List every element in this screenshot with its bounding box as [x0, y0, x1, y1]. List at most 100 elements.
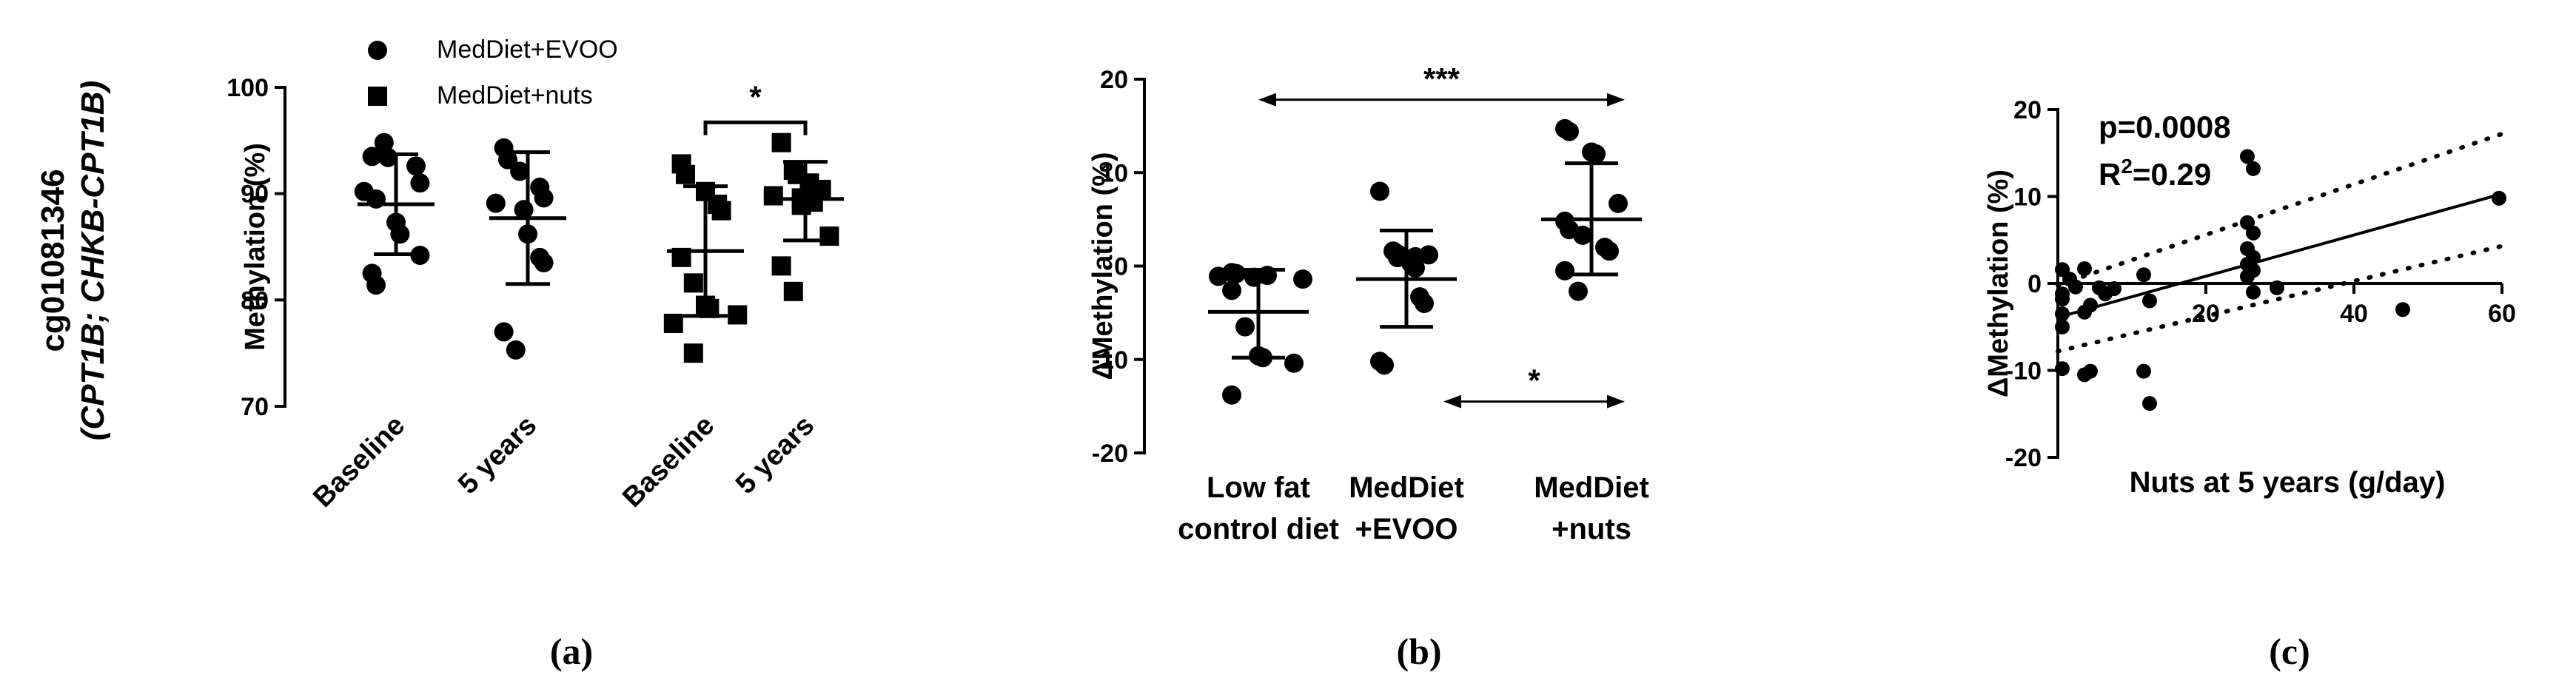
significance-star: *** — [1423, 61, 1460, 96]
data-point — [683, 273, 703, 293]
data-point — [2246, 161, 2261, 176]
x-tick-label: Low fat — [1207, 471, 1310, 504]
data-point — [2240, 149, 2255, 164]
chart-a: 70 80 90 100 Methylation (%) Baseline 5 years B… — [227, 36, 844, 514]
data-point — [2136, 363, 2151, 379]
data-point — [771, 256, 791, 276]
data-point — [1415, 294, 1434, 313]
y-tick-label: 10 — [1100, 159, 1128, 187]
y-tick-label: -20 — [1092, 440, 1128, 468]
data-point — [1209, 266, 1228, 286]
y-tick-label: 70 — [241, 393, 269, 421]
ci-upper-line — [2056, 131, 2504, 288]
data-point — [2055, 319, 2070, 335]
x-tick-label: 5 years — [452, 410, 543, 500]
y-axis-label: Methylation (%) — [240, 143, 271, 351]
data-point — [506, 340, 526, 360]
data-point — [362, 147, 382, 167]
data-point — [410, 173, 430, 193]
x-axis-label: Nuts at 5 years (g/day) — [2130, 466, 2446, 499]
data-point — [819, 226, 839, 246]
data-point — [663, 313, 683, 333]
x-tick-label: MedDiet — [1349, 471, 1464, 504]
y-tick-label: 0 — [1114, 253, 1128, 281]
ci-lower-line — [2056, 243, 2504, 354]
legend-marker — [368, 87, 387, 106]
data-point — [1222, 385, 1241, 405]
data-point — [1609, 193, 1628, 213]
data-point — [2077, 261, 2092, 277]
y-tick-label: -10 — [2005, 357, 2042, 386]
data-point — [510, 161, 530, 181]
data-point — [2077, 304, 2092, 320]
data-point — [711, 201, 731, 221]
row-label-line2: (CPT1B; CHKB-CPT1B) — [75, 81, 111, 440]
significance-arrow-top-head-right — [1607, 93, 1625, 107]
x-tick-label: Baseline — [617, 410, 720, 514]
row-label-line1: cg01081346 — [35, 169, 71, 352]
data-point — [2142, 293, 2157, 309]
x-tick-label: +nuts — [1552, 513, 1631, 545]
x-tick-label: MedDiet — [1534, 471, 1649, 504]
data-point — [390, 224, 410, 244]
panel-label-a: (a) — [550, 631, 593, 672]
data-point — [2270, 280, 2284, 295]
data-point — [1375, 355, 1394, 375]
data-point — [494, 322, 514, 342]
panel-label-c: (c) — [2269, 631, 2310, 672]
significance-bracket — [703, 120, 808, 135]
data-point — [2136, 267, 2151, 283]
data-point — [1293, 269, 1312, 289]
legend-label: MedDiet+EVOO — [437, 36, 618, 64]
y-tick-label: 100 — [227, 74, 269, 102]
regression-line — [2057, 192, 2503, 319]
data-point — [2395, 302, 2410, 317]
data-point — [1586, 144, 1606, 164]
data-point — [2055, 292, 2070, 307]
data-point — [534, 253, 554, 273]
significance-arrow-bottom-head-left — [1443, 394, 1461, 409]
data-point — [728, 305, 748, 325]
data-point — [366, 275, 386, 295]
data-point — [486, 193, 506, 213]
legend-label: MedDiet+nuts — [437, 81, 593, 110]
y-tick-label: 20 — [1100, 66, 1128, 94]
data-point — [2246, 225, 2261, 241]
x-tick-label: Baseline — [307, 410, 411, 514]
legend-marker — [368, 41, 387, 60]
data-point — [2077, 367, 2092, 383]
data-point — [498, 149, 517, 169]
data-point — [410, 245, 430, 265]
data-point — [1600, 241, 1619, 261]
x-tick-label: 40 — [2340, 300, 2368, 328]
data-point — [2055, 306, 2070, 322]
data-point — [1573, 225, 1592, 245]
data-point — [2055, 361, 2070, 377]
significance-star: * — [1528, 363, 1540, 398]
data-point — [1555, 261, 1574, 280]
r-squared-text: R2=0.29 — [2099, 155, 2211, 192]
data-point — [1569, 281, 1588, 301]
significance-arrow-bottom-head-right — [1607, 394, 1625, 409]
data-point — [2068, 279, 2083, 295]
y-tick-label: 90 — [241, 181, 269, 209]
data-point — [1284, 353, 1304, 373]
y-tick-label: 10 — [2013, 184, 2042, 212]
data-point — [2240, 269, 2255, 284]
data-point — [1235, 317, 1255, 337]
data-point — [2492, 190, 2506, 206]
data-point — [683, 343, 703, 363]
x-tick-label: 60 — [2488, 300, 2516, 328]
p-value-text: p=0.0008 — [2099, 110, 2231, 144]
significance-star: * — [749, 79, 762, 114]
y-tick-label: 0 — [2027, 270, 2042, 298]
y-tick-label: 80 — [241, 286, 269, 315]
x-tick-label: control diet — [1178, 513, 1339, 545]
data-point — [1227, 263, 1246, 283]
data-point — [783, 281, 803, 301]
y-tick-label: -20 — [2005, 444, 2042, 472]
chart-b: -20 -10 0 10 20 ΔMethylation (%) Low fat contro… — [1087, 61, 1649, 545]
data-point — [1222, 280, 1241, 300]
